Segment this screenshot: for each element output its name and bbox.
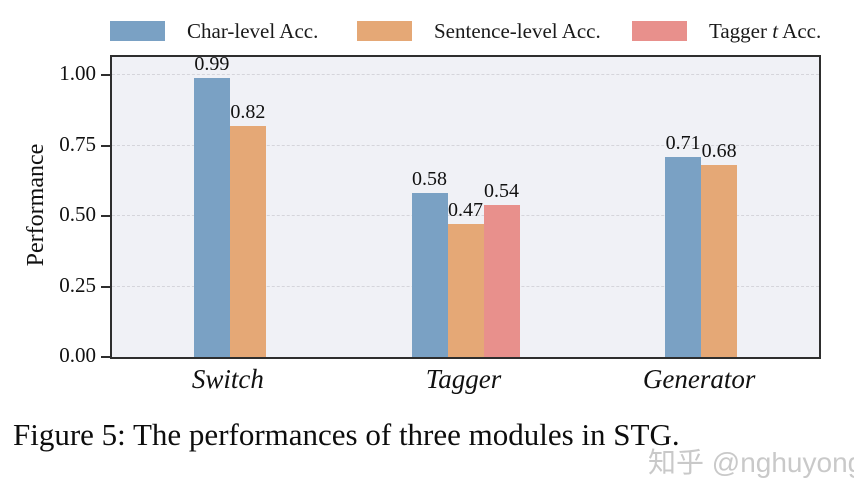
bar xyxy=(665,156,702,357)
bar xyxy=(193,77,230,357)
legend-swatch xyxy=(110,21,165,41)
legend-item: Sentence-level Acc. xyxy=(357,16,601,46)
watermark: 知乎 @nghuyong xyxy=(648,447,854,478)
x-axis-tick-label: Switch xyxy=(191,364,264,394)
legend-swatch xyxy=(357,21,412,41)
y-axis-tick xyxy=(101,144,111,147)
y-axis-tick xyxy=(101,215,111,217)
x-axis-tick-labels: Switch Tagger Generator xyxy=(0,364,854,400)
bar-value-label: 0.82 xyxy=(230,100,266,123)
legend-label-text: Acc. xyxy=(778,18,822,43)
legend-swatch xyxy=(632,21,687,41)
legend-label-text: t xyxy=(772,18,779,43)
chart-legend: Char-level Acc. Sentence-level Acc. Tagger… xyxy=(0,0,854,50)
gridline xyxy=(112,74,819,75)
legend-label-text: Tagger xyxy=(709,18,773,43)
bar-value-label: 0.47 xyxy=(448,199,483,222)
legend-item: Tagger t Acc. xyxy=(632,16,821,46)
legend-label-text: Sentence-level Acc. xyxy=(434,18,601,43)
x-axis-tick-label: Tagger xyxy=(425,364,502,394)
bar-value-label: 0.68 xyxy=(701,140,737,163)
bar-value-label: 0.99 xyxy=(194,52,230,75)
gridline xyxy=(112,144,819,146)
x-axis-tick-label: Generator xyxy=(642,364,756,394)
bar xyxy=(411,193,448,357)
figure-caption: Figure 5: The performances of three modu… xyxy=(13,417,680,452)
y-axis-tick-label: 1.00 xyxy=(59,61,96,85)
legend-label-text: Char-level Acc. xyxy=(187,18,319,43)
bar xyxy=(447,224,484,357)
y-axis-tick xyxy=(101,74,111,76)
y-axis-tick-label: 0.75 xyxy=(59,131,96,156)
bar xyxy=(483,204,520,357)
legend-label: Char-level Acc. xyxy=(187,19,318,44)
y-axis-tick-label: 0.25 xyxy=(59,272,96,297)
bar-value-label: 0.58 xyxy=(412,168,447,191)
y-axis-tick xyxy=(101,356,111,358)
plot-area: 0.99 0.82 0.58 0.47 0.54 0.71 0.68 xyxy=(101,52,821,359)
y-axis-tick-labels: 0.00 0.25 0.50 0.75 1.00 xyxy=(34,0,96,494)
legend-label: Sentence-level Acc. xyxy=(434,19,601,44)
gridline xyxy=(112,215,819,216)
bar-value-label: 0.54 xyxy=(484,179,519,202)
y-axis-tick-label: 0.50 xyxy=(59,202,96,226)
legend-label: Tagger t Acc. xyxy=(709,19,821,44)
legend-item: Char-level Acc. xyxy=(110,16,318,46)
bar xyxy=(229,125,266,357)
y-axis-tick-label: 0.00 xyxy=(59,343,96,367)
y-axis-tick xyxy=(101,285,111,288)
bar-value-label: 0.71 xyxy=(665,131,701,154)
bar xyxy=(701,165,738,357)
